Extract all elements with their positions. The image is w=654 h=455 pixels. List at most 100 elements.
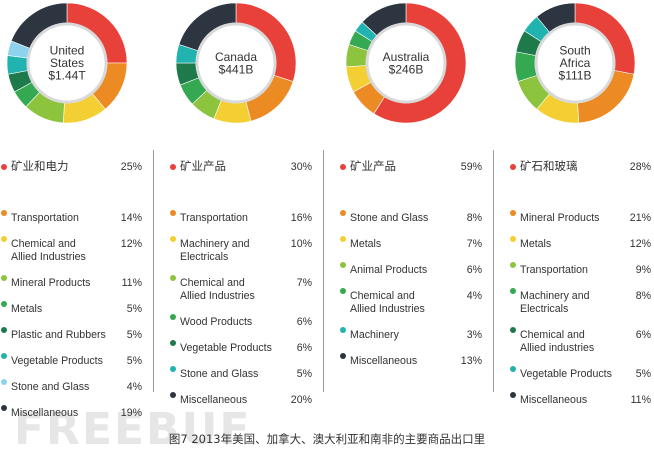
- legend-value: 7%: [296, 277, 312, 289]
- legend-label: Miscellaneous: [520, 394, 588, 406]
- legend-color-dot: [170, 392, 176, 398]
- donut-center-label: $441B: [219, 62, 254, 76]
- legend-value: 59%: [460, 161, 482, 173]
- legend-label: Plastic and Rubbers: [11, 329, 106, 341]
- legend-color-dot: [340, 210, 346, 216]
- legend-label: Vegetable Products: [11, 355, 103, 367]
- legend-color-dot: [1, 327, 7, 333]
- legend-value: 10%: [290, 238, 312, 250]
- legend-divider: [153, 150, 154, 392]
- legend-value: 12%: [629, 238, 651, 250]
- donut-center-label: States: [50, 56, 84, 70]
- legend-label: Mineral Products: [11, 277, 91, 289]
- legend-value: 12%: [120, 238, 142, 250]
- legend-value: 25%: [120, 161, 142, 173]
- legend-value: 8%: [635, 290, 651, 302]
- legend-value: 21%: [629, 212, 651, 224]
- figure-caption: 图7 2013年美国、加拿大、澳大利亚和南非的主要商品出口里: [168, 432, 486, 446]
- legend-value: 7%: [466, 238, 482, 250]
- donut-center: [534, 22, 616, 104]
- legend-label: Stone and Glass: [11, 381, 90, 393]
- donut-center-label: South: [559, 44, 590, 58]
- legend-label: Miscellaneous: [11, 407, 79, 419]
- legend-color-dot: [340, 164, 346, 170]
- legend-color-dot: [1, 353, 7, 359]
- legend-value: 5%: [126, 303, 142, 315]
- donut-chart-australia: Australia $246B: [343, 0, 469, 126]
- legend-label: Metals: [11, 303, 43, 315]
- legend-label: Chemical and Allied Industries: [180, 277, 255, 302]
- legend-value: 19%: [120, 407, 142, 419]
- legend-color-dot: [340, 327, 346, 333]
- legend-color-dot: [510, 262, 516, 268]
- legend-label: 矿业和电力: [11, 159, 69, 173]
- legend-label: Metals: [350, 238, 382, 250]
- legend-value: 11%: [121, 277, 142, 289]
- donut-center-label: $111B: [559, 69, 592, 83]
- legend-color-dot: [170, 366, 176, 372]
- legend-value: 4%: [126, 381, 142, 393]
- legend-color-dot: [1, 275, 7, 281]
- legend-value: 5%: [126, 329, 142, 341]
- legend-color-dot: [340, 288, 346, 294]
- legend-value: 6%: [296, 342, 312, 354]
- legend-color-dot: [340, 262, 346, 268]
- legend-value: 30%: [290, 161, 312, 173]
- legend-color-dot: [1, 301, 7, 307]
- legend-color-dot: [510, 327, 516, 333]
- legend-label: 矿业产品: [180, 159, 226, 173]
- legend-label: Vegetable Products: [180, 342, 272, 354]
- legend-value: 6%: [635, 329, 651, 341]
- legend-color-dot: [1, 164, 7, 170]
- legend-color-dot: [170, 236, 176, 242]
- legend-value: 5%: [296, 368, 312, 380]
- legend-color-dot: [340, 236, 346, 242]
- legend-color-dot: [170, 164, 176, 170]
- legend-label: Vegetable Products: [520, 368, 612, 380]
- donut-chart-south-africa: South Africa $111B: [512, 0, 638, 126]
- legend-label: Transportation: [11, 212, 79, 224]
- legend-label: Stone and Glass: [350, 212, 429, 224]
- legend-color-dot: [510, 288, 516, 294]
- legend-label: 矿业产品: [350, 159, 396, 173]
- legend-value: 20%: [290, 394, 312, 406]
- legend-value: 14%: [120, 212, 142, 224]
- legend-value: 11%: [630, 394, 651, 406]
- legend-color-dot: [510, 392, 516, 398]
- legend-label: Chemical and Allied Industries: [350, 290, 425, 315]
- legend-color-dot: [340, 353, 346, 359]
- donut-chart-canada: Canada $441B: [173, 0, 299, 126]
- legend-color-dot: [510, 210, 516, 216]
- legend-value: 4%: [466, 290, 482, 302]
- legend-color-dot: [510, 164, 516, 170]
- legend-label: Transportation: [520, 264, 588, 276]
- legend-color-dot: [1, 210, 7, 216]
- freebuf-watermark-logo: FREEBUF: [14, 404, 252, 455]
- legend-label: 矿石和玻璃: [520, 159, 578, 173]
- legend-label: Machinery and Electricals: [520, 290, 590, 315]
- donut-center-label: Australia: [383, 50, 430, 64]
- legend-value: 16%: [290, 212, 312, 224]
- donut-center-label: United: [50, 44, 85, 58]
- legend-color-dot: [170, 314, 176, 320]
- donut-center-label: $246B: [389, 62, 424, 76]
- legend-value: 9%: [635, 264, 651, 276]
- legend-label: Transportation: [180, 212, 248, 224]
- legend-value: 3%: [466, 329, 482, 341]
- donut-chart-united-states: United States $1.44T: [4, 0, 130, 126]
- legend-value: 5%: [635, 368, 651, 380]
- legend-value: 5%: [126, 355, 142, 367]
- legend-label: Metals: [520, 238, 552, 250]
- donut-center: [195, 22, 277, 104]
- legend-value: 6%: [466, 264, 482, 276]
- legend-color-dot: [170, 210, 176, 216]
- legend-label: Machinery: [350, 329, 399, 341]
- legend-label: Stone and Glass: [180, 368, 259, 380]
- legend-label: Mineral Products: [520, 212, 600, 224]
- legend-color-dot: [1, 405, 7, 411]
- donut-center: [365, 22, 447, 104]
- legend-divider: [493, 150, 494, 392]
- legend-label: Chemical and Allied Industries: [11, 238, 86, 263]
- legend-divider: [323, 150, 324, 392]
- legend-label: Machinery and Electricals: [180, 238, 250, 263]
